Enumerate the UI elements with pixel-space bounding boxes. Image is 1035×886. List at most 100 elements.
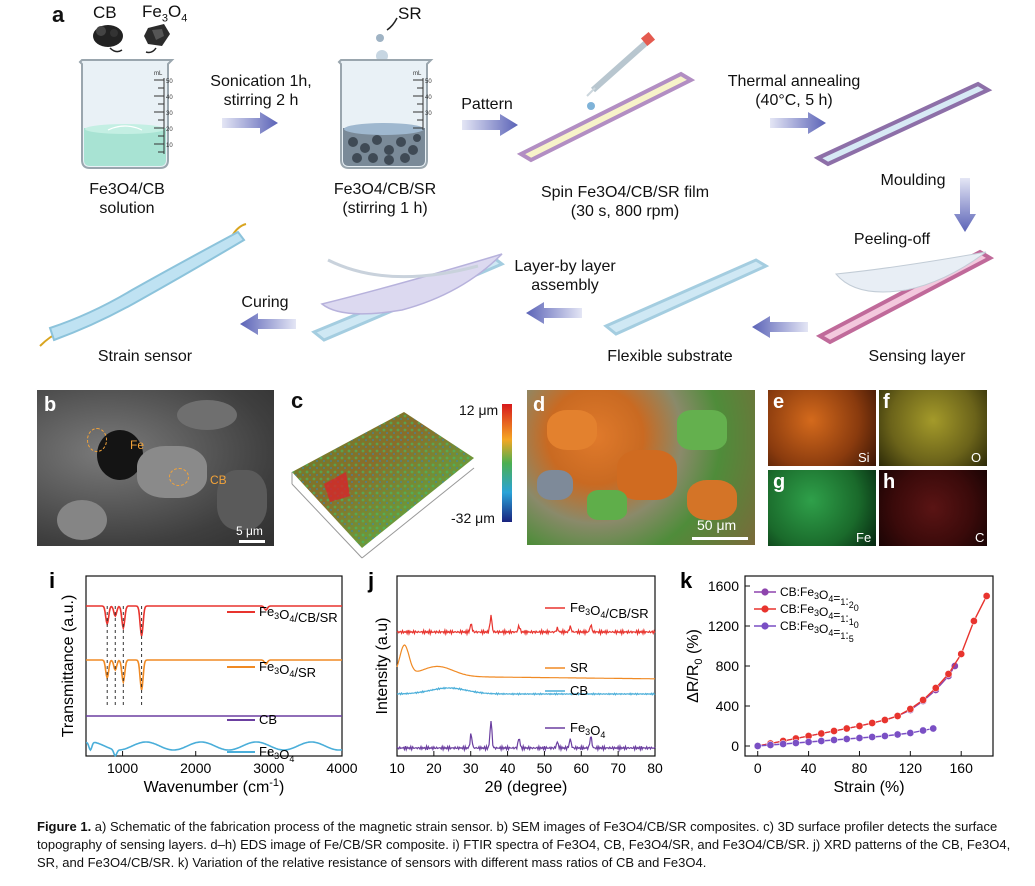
assembly-layers <box>311 253 505 342</box>
fe3o4-label: Fe3O4 <box>142 2 188 25</box>
k-ytick: 1200 <box>708 618 739 634</box>
k-data-point <box>855 722 864 730</box>
beaker2-caption-line1: Fe3O4/CB/SR <box>333 181 437 198</box>
ftir-chart: i 1000 2000 3000 4000 Fe3O4/CB/SR Fe3O4/SR CB… <box>49 568 357 796</box>
sem-image <box>37 390 274 546</box>
k-data-point <box>931 684 940 692</box>
panel-d-label: d <box>533 394 546 416</box>
k-data-point <box>753 742 762 750</box>
k-ytick: 0 <box>731 738 739 754</box>
beaker1-caption-line2: solution <box>99 200 155 217</box>
k-data-point <box>868 733 877 741</box>
arrow-left-icon <box>240 313 296 335</box>
k-data-point <box>830 727 838 735</box>
ftir-xtick: 4000 <box>326 760 357 776</box>
k-data-point <box>982 592 991 600</box>
k-ytick: 1600 <box>708 578 739 594</box>
flex-label: Flexible substrate <box>607 348 733 365</box>
xrd-xlabel: 2θ (degree) <box>485 779 568 796</box>
sem-fe-label: Fe <box>130 438 145 452</box>
xrd-series-line <box>396 614 656 637</box>
map-o-label: O <box>971 450 982 465</box>
panel-b-label: b <box>44 394 57 416</box>
beaker1-caption-line1: Fe3O4/CB <box>89 181 165 198</box>
map-c <box>879 470 987 546</box>
k-data-point <box>906 729 915 737</box>
sem-scale-bar <box>239 540 265 543</box>
k-data-point <box>944 670 953 678</box>
sensor-label: Strain sensor <box>97 348 193 365</box>
map-si <box>768 390 876 466</box>
k-xtick: 80 <box>852 760 868 776</box>
k-data-point <box>817 729 826 738</box>
k-data-point <box>893 730 902 739</box>
xrd-xtick: 70 <box>610 760 626 776</box>
xrd-xtick: 20 <box>426 760 442 776</box>
cb-particle-icon <box>93 25 123 47</box>
map-o <box>879 390 987 466</box>
k-data-point <box>893 712 902 720</box>
xrd-legend-label: CB <box>570 683 588 698</box>
k-legend-marker <box>761 588 769 596</box>
k-data-point <box>804 738 813 746</box>
step3-line1: Thermal annealing <box>727 73 861 90</box>
ftir-legend-label: Fe3O4/SR <box>259 659 316 680</box>
k-data-point <box>766 741 775 749</box>
k-data-point <box>868 719 877 727</box>
k-data-point <box>970 617 978 625</box>
panel-e-label: e <box>773 391 785 413</box>
k-data-point <box>881 716 889 724</box>
map-fe <box>768 470 876 546</box>
xrd-legend-label: Fe3O4/CB/SR <box>570 600 649 621</box>
annealed-film <box>813 81 993 167</box>
curing-label: Curing <box>241 294 289 311</box>
step2-label: Pattern <box>461 96 513 113</box>
xrd-series-line <box>396 686 656 696</box>
spin-line2: (30 s, 800 rpm) <box>570 203 680 220</box>
svg-text:30: 30 <box>425 111 432 117</box>
svg-text:mL: mL <box>154 71 163 77</box>
map-fe-label: Fe <box>856 530 872 545</box>
lbl-line1: Layer-by layer <box>514 258 616 275</box>
k-xlabel: Strain (%) <box>833 779 904 796</box>
xrd-xtick: 80 <box>647 760 663 776</box>
svg-text:30: 30 <box>166 111 173 117</box>
k-xtick: 0 <box>754 760 762 776</box>
ftir-xtick: 1000 <box>107 760 138 776</box>
k-data-point <box>855 734 864 742</box>
xrd-ylabel: Intensity (a.u) <box>374 618 391 715</box>
k-data-point <box>792 739 800 747</box>
eds-scale-bar <box>692 537 748 540</box>
xrd-chart: j 10 20 30 40 50 60 70 80 Fe3O4/CB/SRSRCBFe3O4 … <box>367 568 663 796</box>
k-data-point <box>881 732 889 740</box>
map-c-label: C <box>975 530 985 545</box>
sr-label: SR <box>398 4 422 23</box>
ftir-series-line <box>86 659 342 691</box>
beaker-1: mL 50 40 30 20 10 <box>78 24 175 169</box>
ftir-xtick: 2000 <box>180 760 211 776</box>
k-legend-marker <box>761 605 769 613</box>
svg-text:40: 40 <box>166 95 173 101</box>
lbl-line2: assembly <box>531 277 599 294</box>
svg-text:50: 50 <box>425 79 432 85</box>
ftir-series-line <box>86 605 342 637</box>
panel-c-label: c <box>291 388 304 413</box>
k-data-point <box>906 705 915 713</box>
colorbar-top-label: 12 μm <box>459 402 499 418</box>
ftir-legend-label: CB <box>259 712 277 727</box>
svg-text:20: 20 <box>166 127 173 133</box>
colorbar <box>502 404 512 522</box>
moulding-label: Moulding <box>880 172 946 189</box>
arrow-left-icon <box>526 302 582 324</box>
svg-text:40: 40 <box>425 95 432 101</box>
k-data-point <box>919 696 927 704</box>
beaker-2: mL 50 40 30 <box>337 17 434 169</box>
xrd-xtick: 30 <box>463 760 479 776</box>
k-legend-label: CB:Fe3O4=1:10 <box>780 602 859 630</box>
k-data-point <box>779 740 788 748</box>
svg-text:mL: mL <box>413 71 422 77</box>
map-si-label: Si <box>858 450 870 465</box>
panel-a-label: a <box>52 2 65 27</box>
beaker2-caption-line2: (stirring 1 h) <box>342 200 428 217</box>
ftir-ylabel: Transmittance (a.u.) <box>60 595 77 738</box>
